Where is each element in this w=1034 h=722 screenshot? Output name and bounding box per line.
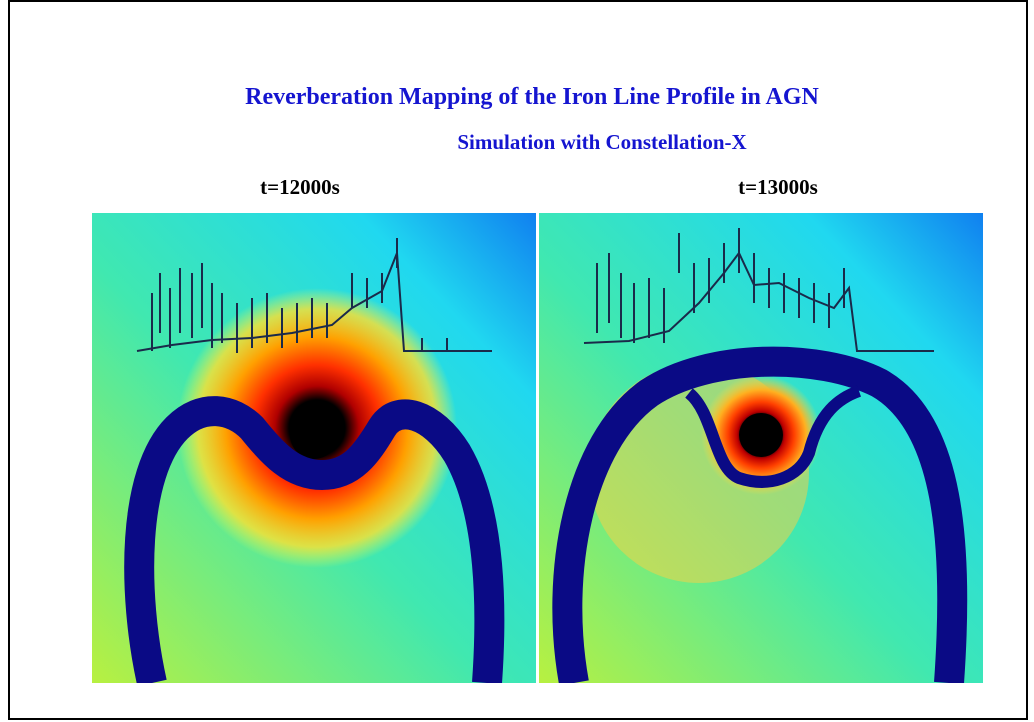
slide-title: Reverberation Mapping of the Iron Line P… xyxy=(0,84,1034,111)
simulation-image xyxy=(92,213,536,683)
slide-subtitle: Simulation with Constellation-X xyxy=(0,130,1034,155)
page: Reverberation Mapping of the Iron Line P… xyxy=(0,0,1034,722)
panel-label: t=12000s xyxy=(200,175,400,200)
simulation-image xyxy=(539,213,983,683)
panel-label: t=13000s xyxy=(678,175,878,200)
